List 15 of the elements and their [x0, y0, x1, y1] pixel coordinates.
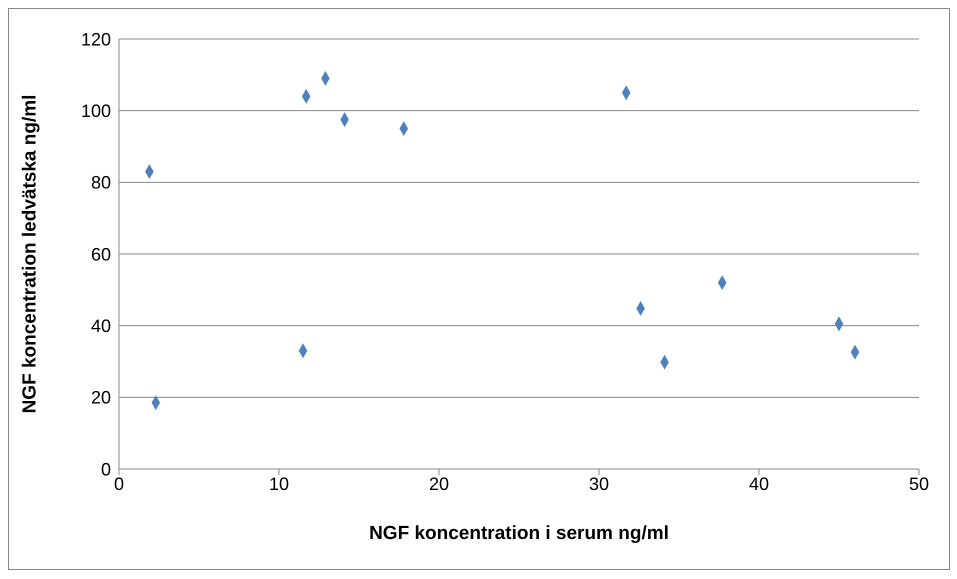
x-tick-label: 50	[908, 474, 930, 494]
x-tick-label: 0	[114, 474, 124, 494]
y-tick-label: 100	[80, 101, 111, 122]
y-tick-label: 60	[90, 244, 111, 264]
y-tick-label: 0	[100, 459, 111, 480]
x-tick-label: 40	[748, 474, 770, 494]
y-axis-title: NGF koncentration ledvätska ng/ml	[20, 94, 41, 414]
x-tick-label: 10	[268, 474, 290, 494]
x-tick-label: 20	[428, 474, 450, 494]
x-tick-label: 30	[588, 474, 610, 494]
x-axis-title: NGF koncentration i serum ng/ml	[369, 523, 669, 544]
y-tick-label: 20	[90, 388, 111, 408]
y-tick-label: 120	[80, 29, 111, 50]
y-tick-label: 40	[90, 316, 111, 336]
y-tick-label: 80	[90, 172, 111, 193]
